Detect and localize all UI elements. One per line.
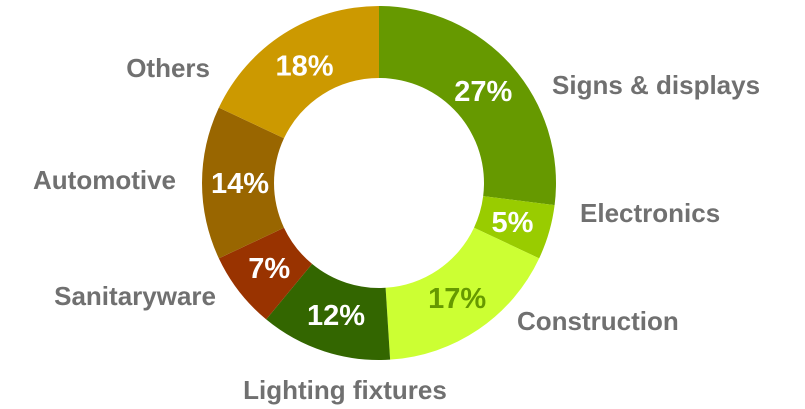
category-labels: Signs & displays Electronics Construction L… xyxy=(33,53,760,405)
value-label-others: 18% xyxy=(275,51,333,83)
value-label-lighting-fixtures: 12% xyxy=(307,300,365,332)
slice-construction xyxy=(385,227,540,360)
category-label-sanitaryware: Sanitaryware xyxy=(54,281,216,311)
value-label-automotive: 14% xyxy=(211,168,269,200)
category-label-others: Others xyxy=(126,53,210,83)
slice-electronics xyxy=(474,196,555,259)
category-label-automotive: Automotive xyxy=(33,165,176,195)
value-label-sanitaryware: 7% xyxy=(248,253,290,285)
category-label-signs-and-displays: Signs & displays xyxy=(552,70,760,100)
category-label-construction: Construction xyxy=(517,306,679,336)
slice-sanitaryware xyxy=(218,227,313,320)
value-label-electronics: 5% xyxy=(492,207,534,239)
slice-others xyxy=(218,6,379,139)
slice-signs-and-displays xyxy=(379,6,556,206)
slice-automotive xyxy=(202,107,284,259)
donut-slices xyxy=(202,6,556,360)
value-labels: 27% 5% 17% 12% 7% 14% 18% xyxy=(211,51,534,333)
value-label-construction: 17% xyxy=(428,283,486,315)
category-label-electronics: Electronics xyxy=(580,198,720,228)
slice-lighting-fixtures xyxy=(266,263,391,360)
category-label-lighting-fixtures: Lighting fixtures xyxy=(243,375,447,405)
value-label-signs-and-displays: 27% xyxy=(454,76,512,108)
